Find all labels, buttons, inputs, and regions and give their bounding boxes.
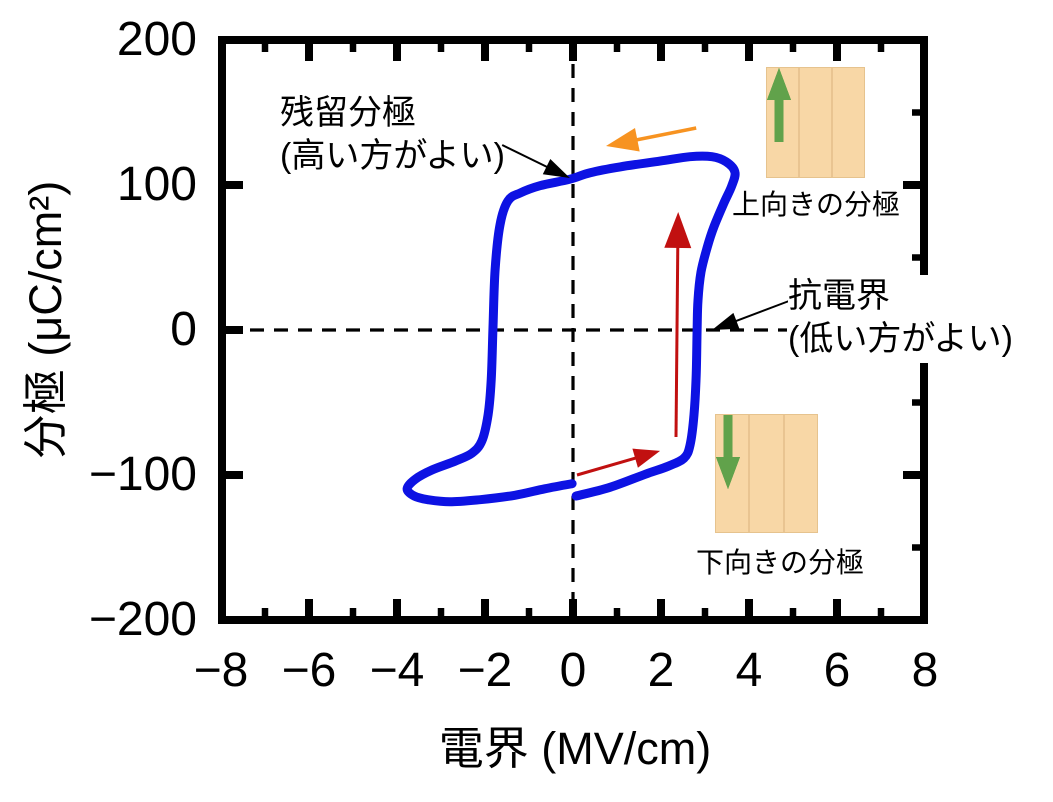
down-domain-caption: 下向きの分極 bbox=[695, 547, 865, 578]
remanent-arrow-shaft bbox=[501, 144, 550, 169]
sweep-left-arrow-head bbox=[606, 128, 640, 152]
switch-up-arrow-shaft bbox=[674, 244, 680, 438]
up-arrow-icon bbox=[767, 68, 791, 142]
coercive-field-annotation: 抗電界 (低い方がよい) bbox=[788, 275, 1015, 363]
sweep-left-arrow-shaft bbox=[634, 126, 697, 143]
x-tick-label: 6 bbox=[823, 644, 851, 697]
y-tick-label: −200 bbox=[88, 593, 197, 646]
remanent-arrow-head bbox=[542, 159, 570, 178]
y-tick-label: 200 bbox=[116, 13, 197, 66]
coercive-arrow-head bbox=[712, 312, 740, 330]
annotation-arrows bbox=[501, 144, 790, 330]
down-domain-box bbox=[715, 414, 818, 533]
direction-arrows bbox=[576, 126, 697, 477]
up-domain-box bbox=[766, 67, 865, 178]
domain-cell bbox=[716, 415, 817, 532]
domain-cell bbox=[716, 415, 785, 532]
x-tick-label: 2 bbox=[647, 644, 675, 697]
hysteresis-loop-curve bbox=[402, 151, 740, 507]
down-arrow-icon bbox=[716, 415, 740, 489]
remanent-polarization-annotation: 残留分極 (高い方がよい) bbox=[280, 92, 505, 178]
x-tick-label: 8 bbox=[911, 644, 939, 697]
domain-cell bbox=[767, 68, 833, 177]
x-tick-label: 4 bbox=[735, 644, 763, 697]
coercive-arrow-shaft bbox=[733, 300, 790, 323]
x-tick-label: 0 bbox=[559, 644, 587, 697]
domain-cell bbox=[767, 68, 864, 177]
remanent-annotation-line1: 残留分極 bbox=[280, 94, 416, 132]
y-tick-label: −100 bbox=[88, 448, 197, 501]
x-tick-label: −6 bbox=[281, 644, 337, 697]
x-tick-label: −8 bbox=[193, 644, 249, 697]
x-tick-label: −4 bbox=[369, 644, 425, 697]
up-domain-caption: 上向きの分極 bbox=[731, 189, 901, 220]
y-tick-label: 100 bbox=[116, 158, 197, 211]
x-axis-title: 電界 (MV/cm) bbox=[438, 723, 712, 774]
sweep-right-arrow-shaft bbox=[576, 455, 639, 477]
coercive-annotation-line1: 抗電界 bbox=[788, 277, 890, 315]
coercive-annotation-line2: (低い方がよい) bbox=[788, 320, 1013, 358]
y-tick-label: 0 bbox=[170, 303, 197, 356]
x-tick-label: −2 bbox=[457, 644, 513, 697]
sweep-right-arrow-head bbox=[632, 448, 661, 468]
axis-ticks bbox=[222, 40, 924, 620]
remanent-annotation-line2: (高い方がよい) bbox=[280, 137, 505, 175]
switch-up-arrow-head bbox=[664, 212, 692, 249]
